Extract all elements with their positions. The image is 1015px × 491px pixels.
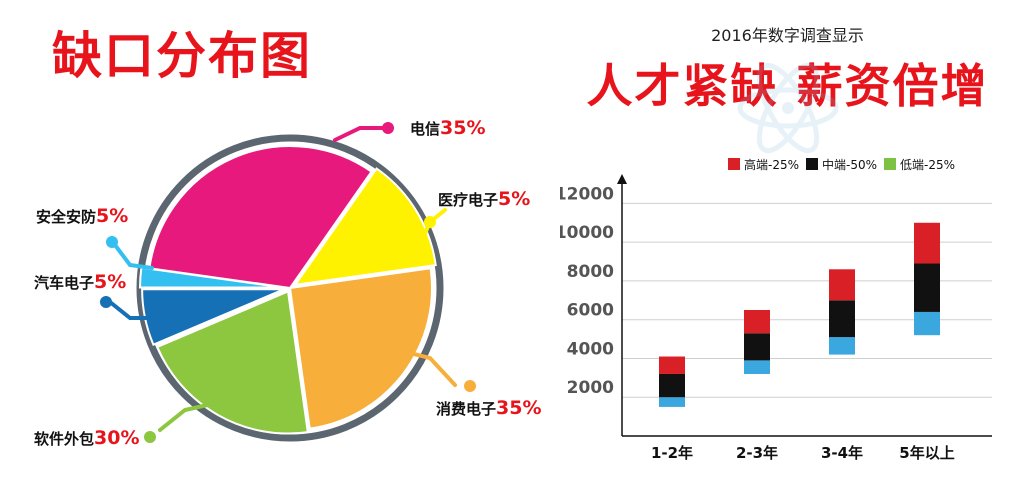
pie-leader-line [108, 300, 160, 320]
bar-subtitle: 2016年数字调查显示 [711, 26, 864, 45]
pie-leader-dot [464, 380, 476, 392]
pie-slice-name: 安全安防 [36, 208, 96, 226]
pie-slice [156, 290, 309, 435]
bar-segment [744, 360, 770, 374]
y-tick-label: 4000 [567, 339, 614, 359]
pie-slice-name: 汽车电子 [34, 274, 94, 292]
y-axis-arrow [617, 174, 627, 184]
pie-slice-label: 软件外包30% [34, 427, 140, 449]
pie-slice [292, 167, 437, 287]
pie-slice [148, 145, 373, 290]
pie-slice-name: 医疗电子 [438, 191, 498, 209]
bar-segment [659, 356, 685, 374]
pie-slice-name: 软件外包 [34, 430, 94, 448]
y-tick-label: 2000 [567, 378, 614, 398]
y-tick-label: 6000 [567, 301, 614, 321]
y-tick-label: 12000 [560, 184, 614, 204]
bar-segment [829, 300, 855, 338]
pie-slice-name: 电信 [410, 120, 440, 138]
bar-segment [914, 222, 940, 264]
y-tick-label: 10000 [560, 223, 614, 243]
bar-headline: 人才紧缺 薪资倍增 [586, 59, 989, 113]
bar-panel: 2016年数字调查显示 人才紧缺 薪资倍增 高端-25% 中端-50% 低端-25%… [560, 0, 1015, 491]
pie-slice-label: 医疗电子5% [438, 188, 530, 210]
pie-leader-line [158, 398, 232, 432]
pie-slice [288, 267, 433, 430]
y-tick-label: 8000 [567, 262, 614, 282]
pie-slice-label: 消费电子35% [436, 397, 542, 419]
pie-slice-label: 电信35% [410, 117, 486, 139]
x-category-label: 2-3年 [736, 444, 778, 462]
bar-segment [659, 397, 685, 407]
pie-slice-label: 汽车电子5% [34, 271, 126, 293]
legend-swatch [728, 158, 740, 170]
legend-label: 中端-50% [822, 157, 877, 172]
bar-segment [829, 269, 855, 301]
pie-slice-percent: 5% [96, 205, 128, 227]
legend-label: 高端-25% [744, 157, 799, 172]
bar-segment [744, 310, 770, 334]
pie-slice-label: 安全安防5% [36, 205, 128, 227]
pie-leader-dot [382, 122, 394, 134]
x-category-label: 5年以上 [899, 444, 954, 462]
pie-slice-percent: 5% [94, 271, 126, 293]
pie-leader-line [396, 348, 457, 387]
bar-segment [829, 337, 855, 355]
x-category-label: 3-4年 [821, 444, 863, 462]
pie-leader-dot [424, 216, 436, 228]
pie-leader-line [333, 126, 387, 142]
pie-slice-percent: 30% [94, 427, 139, 449]
pie-leader-line [113, 243, 154, 270]
legend-swatch [806, 158, 818, 170]
pie-leader-dot [106, 236, 118, 248]
legend-label: 低端-25% [900, 158, 955, 172]
pie-slice-percent: 35% [496, 397, 541, 419]
bar-segment [744, 333, 770, 361]
pie-slice-percent: 5% [498, 188, 530, 210]
pie-panel: 缺口分布图 电信35% 医疗电子5% 消费电子35% 软件外包30% 汽车电子5% 安全安… [34, 27, 542, 449]
pie-chart: 电信35%医疗电子5%消费电子35%软件外包30%汽车电子5%安全安防5% [34, 117, 542, 449]
legend-swatch [884, 158, 896, 170]
pie-title: 缺口分布图 [52, 27, 312, 85]
bar-segment [659, 373, 685, 398]
bar-segment [914, 311, 940, 336]
pie-slice-name: 消费电子 [436, 400, 496, 418]
atom-watermark [737, 62, 839, 154]
bar-segment [914, 263, 940, 312]
bar-chart: 高端-25% 中端-50% 低端-25% 2000 4000 6000 8000 10000 1… [560, 62, 992, 462]
x-category-label: 1-2年 [651, 444, 693, 462]
pie-leader-dot [100, 296, 112, 308]
pie-leader-dot [144, 431, 156, 443]
pie-slice-percent: 35% [440, 117, 485, 139]
